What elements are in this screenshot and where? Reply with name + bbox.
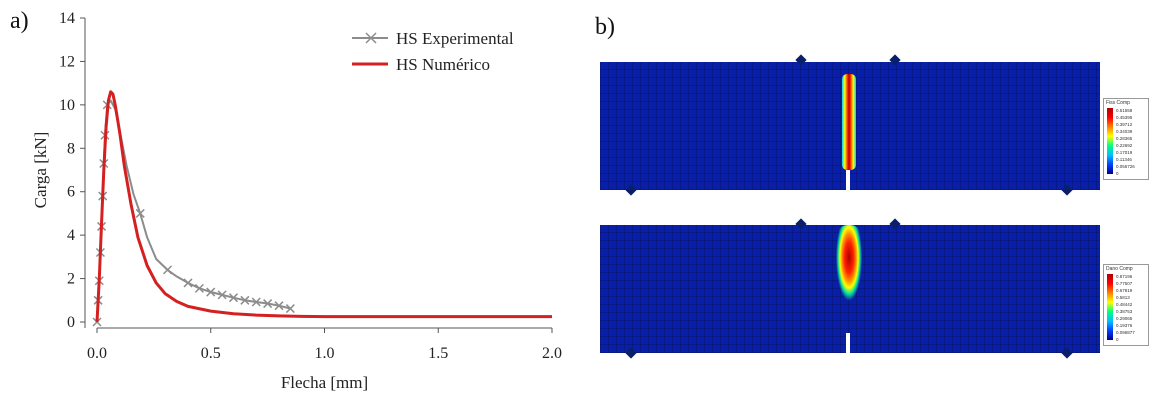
legend-value: 0.19376 <box>1116 323 1133 328</box>
marker-stroke <box>206 287 216 297</box>
contour-legend-bottom: Dano Comp 0.87196 0.77507 0.67819 0.5813 0.4… <box>1103 264 1149 346</box>
series-marker <box>274 301 284 311</box>
series-marker <box>228 293 239 303</box>
y-tick-label: 6 <box>67 184 75 201</box>
y-tick-label: 4 <box>67 227 75 244</box>
series-line-1 <box>96 99 291 323</box>
legend-title: Fiss Comp <box>1106 100 1130 106</box>
legend-value: 0.056726 <box>1116 164 1135 169</box>
legend-value: 0 <box>1116 171 1119 176</box>
legend-value: 0.096877 <box>1116 330 1135 335</box>
series-marker <box>206 287 216 297</box>
legend-entry: HS Numérico <box>396 55 490 74</box>
x-tick-label: 1.0 <box>315 345 335 362</box>
y-tick-label: 10 <box>59 97 75 114</box>
y-tick-label: 0 <box>67 314 75 331</box>
marker-stroke <box>162 265 173 275</box>
y-tick-label: 8 <box>67 140 75 157</box>
notch <box>846 170 850 190</box>
notch <box>846 333 850 353</box>
legend-value: 0.67819 <box>1116 288 1133 293</box>
legend-value: 0 <box>1116 337 1119 342</box>
contour-plot-fissure <box>600 62 1100 190</box>
series-marker <box>285 304 295 314</box>
chart-series <box>92 90 552 327</box>
legend-value: 0.51558 <box>1116 108 1133 113</box>
marker-stroke <box>183 278 193 288</box>
legend-value: 0.48442 <box>1116 302 1133 307</box>
series-marker <box>217 290 227 300</box>
damage-band <box>836 225 862 333</box>
legend-entry: HS Experimental <box>396 29 514 48</box>
legend-value: 0.29065 <box>1116 316 1133 321</box>
legend-value: 0.39712 <box>1116 122 1133 127</box>
x-tick-label: 2.0 <box>542 345 562 362</box>
legend-value: 0.17019 <box>1116 150 1133 155</box>
legend-value: 0.22692 <box>1116 143 1133 148</box>
series-line-2 <box>95 90 552 323</box>
marker-stroke <box>274 301 284 311</box>
y-tick-label: 12 <box>59 53 75 70</box>
series-marker <box>162 265 173 275</box>
marker-stroke <box>135 208 145 218</box>
series-marker <box>194 283 204 293</box>
contour-plot-damage <box>600 225 1100 353</box>
x-tick-label: 0.5 <box>201 345 221 362</box>
x-axis-label: Flecha [mm] <box>281 373 368 392</box>
marker-stroke <box>228 293 239 303</box>
series-marker <box>251 297 261 307</box>
legend-value: 0.28365 <box>1116 136 1133 141</box>
legend-marker <box>365 32 377 44</box>
color-scale-bar <box>1107 274 1113 340</box>
legend-title: Dano Comp <box>1106 266 1133 272</box>
marker-stroke <box>251 297 261 307</box>
marker-stroke <box>285 304 295 314</box>
legend-value: 0.77507 <box>1116 281 1133 286</box>
series-marker <box>240 295 250 305</box>
legend-value: 0.87196 <box>1116 274 1133 279</box>
load-deflection-chart: 0.0 0.5 1.0 1.5 2.0 0 2 4 6 8 10 12 14 HS Experiment… <box>31 10 562 392</box>
legend-value: 0.34039 <box>1116 129 1133 134</box>
series-marker <box>183 278 193 288</box>
legend-value: 0.38753 <box>1116 309 1133 314</box>
legend-value: 0.45395 <box>1116 115 1133 120</box>
legend-value: 0.5813 <box>1116 295 1130 300</box>
chart-axes: 0.0 0.5 1.0 1.5 2.0 0 2 4 6 8 10 12 14 <box>59 10 562 362</box>
chart-legend: HS Experimental HS Numérico <box>352 29 514 74</box>
x-tick-label: 1.5 <box>428 345 448 362</box>
panel-a-label: a) <box>10 8 29 34</box>
fissure-band <box>842 74 856 170</box>
color-scale-bar <box>1107 108 1113 174</box>
marker-stroke <box>194 283 204 293</box>
marker-stroke <box>240 295 250 305</box>
x-tick-label: 0.0 <box>87 345 107 362</box>
y-tick-label: 2 <box>67 271 75 288</box>
marker-stroke <box>263 299 273 309</box>
series-marker <box>135 208 145 218</box>
series-marker <box>263 299 273 309</box>
legend-value: 0.11346 <box>1116 157 1132 162</box>
panel-b-label: b) <box>595 14 615 40</box>
marker-stroke <box>217 290 227 300</box>
contour-legend-top: Fiss Comp 0.51558 0.45395 0.39712 0.34039 0.… <box>1103 98 1149 180</box>
y-tick-label: 14 <box>59 10 75 27</box>
y-axis-label: Carga [kN] <box>31 132 50 209</box>
